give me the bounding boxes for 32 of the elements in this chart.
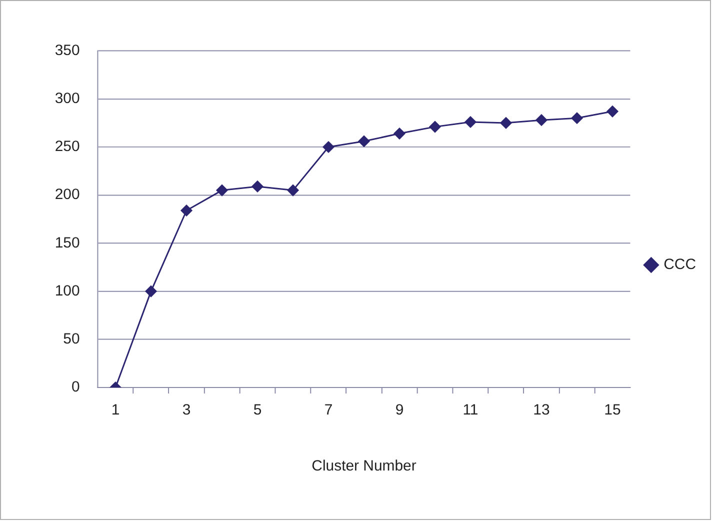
legend-label: CCC — [664, 256, 696, 274]
x-axis-title: Cluster Number — [312, 457, 416, 474]
x-tick-label: 11 — [462, 402, 478, 419]
point — [464, 116, 476, 128]
y-tick-label: 50 — [63, 330, 80, 348]
y-tick-label: 150 — [54, 234, 80, 252]
y-tick-label: 200 — [54, 186, 80, 204]
y-tick-label: 300 — [54, 90, 80, 108]
point — [252, 180, 264, 192]
point — [394, 128, 406, 140]
point — [358, 136, 370, 147]
x-tick-label: 13 — [533, 402, 550, 419]
x-tick-label: 9 — [395, 402, 404, 419]
point — [145, 286, 157, 298]
point — [429, 121, 441, 133]
y-tick-label: 100 — [54, 282, 80, 300]
x-tick-label: 1 — [111, 402, 120, 419]
point — [571, 112, 583, 124]
y-tick-label: 0 — [71, 378, 80, 396]
point — [536, 114, 548, 126]
point — [500, 117, 512, 129]
x-tick-label: 15 — [604, 402, 621, 419]
x-tick-label: 7 — [324, 402, 333, 419]
point — [322, 141, 334, 153]
point — [606, 106, 618, 118]
x-tick-label: 3 — [182, 402, 191, 419]
point — [180, 204, 192, 216]
y-tick-label: 350 — [54, 42, 80, 59]
x-tick-label: 5 — [253, 402, 262, 419]
point — [287, 184, 299, 196]
point — [216, 184, 228, 196]
y-tick-label: 250 — [54, 138, 80, 156]
